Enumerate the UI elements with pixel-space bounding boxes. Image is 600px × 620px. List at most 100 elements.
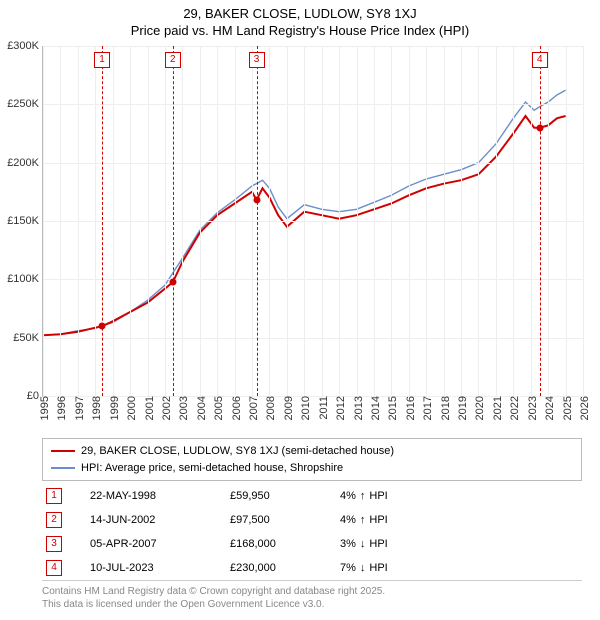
gridline-vertical (304, 46, 305, 396)
gridline-vertical (269, 46, 270, 396)
transaction-marker: 3 (249, 52, 265, 68)
footer-line-2: This data is licensed under the Open Gov… (42, 598, 582, 611)
delta-vs: HPI (369, 514, 387, 526)
transaction-dashed-line (102, 46, 103, 396)
x-axis-tick-label: 2006 (231, 396, 243, 420)
gridline-horizontal (43, 46, 583, 47)
delta-vs: HPI (369, 562, 387, 574)
gridline-vertical (182, 46, 183, 396)
gridline-vertical (513, 46, 514, 396)
chart-container: 29, BAKER CLOSE, LUDLOW, SY8 1XJ Price p… (0, 0, 600, 620)
gridline-vertical (391, 46, 392, 396)
gridline-vertical (461, 46, 462, 396)
gridline-vertical (478, 46, 479, 396)
x-axis-tick-label: 2025 (562, 396, 574, 420)
gridline-vertical (78, 46, 79, 396)
transaction-delta: 4%↑HPI (340, 514, 388, 526)
gridline-vertical (235, 46, 236, 396)
legend: 29, BAKER CLOSE, LUDLOW, SY8 1XJ (semi-d… (42, 438, 582, 481)
transaction-row: 410-JUL-2023£230,0007%↓HPI (42, 556, 582, 580)
transaction-date: 05-APR-2007 (90, 538, 230, 550)
gridline-vertical (148, 46, 149, 396)
transaction-price: £168,000 (230, 538, 340, 550)
gridline-vertical (548, 46, 549, 396)
gridline-vertical (43, 46, 44, 396)
transaction-table: 122-MAY-1998£59,9504%↑HPI214-JUN-2002£97… (42, 484, 582, 580)
gridline-vertical (566, 46, 567, 396)
transaction-index-box: 3 (46, 536, 62, 552)
transaction-index-box: 2 (46, 512, 62, 528)
x-axis-tick-label: 1995 (39, 396, 51, 420)
arrow-up-icon: ↑ (360, 490, 366, 502)
gridline-vertical (217, 46, 218, 396)
gridline-vertical (287, 46, 288, 396)
x-axis-tick-label: 2020 (474, 396, 486, 420)
delta-vs: HPI (369, 490, 387, 502)
x-axis-tick-label: 2011 (318, 396, 330, 420)
x-axis-tick-label: 2004 (196, 396, 208, 420)
x-axis-tick-label: 2024 (544, 396, 556, 420)
x-axis-tick-label: 2005 (213, 396, 225, 420)
footer: Contains HM Land Registry data © Crown c… (42, 580, 582, 611)
gridline-horizontal (43, 221, 583, 222)
x-axis-tick-label: 1999 (109, 396, 121, 420)
x-axis-tick-label: 1996 (56, 396, 68, 420)
gridline-vertical (583, 46, 584, 396)
footer-line-1: Contains HM Land Registry data © Crown c… (42, 585, 582, 598)
transaction-dashed-line (540, 46, 541, 396)
x-axis-tick-label: 2007 (248, 396, 260, 420)
transaction-dashed-line (257, 46, 258, 396)
x-axis-tick-label: 2002 (161, 396, 173, 420)
x-axis-tick-label: 2000 (126, 396, 138, 420)
x-axis-tick-label: 2009 (283, 396, 295, 420)
transaction-row: 305-APR-2007£168,0003%↓HPI (42, 532, 582, 556)
gridline-vertical (165, 46, 166, 396)
y-axis-tick-label: £150K (7, 215, 43, 227)
gridline-vertical (444, 46, 445, 396)
chart-title: 29, BAKER CLOSE, LUDLOW, SY8 1XJ Price p… (0, 0, 600, 40)
transaction-delta: 7%↓HPI (340, 562, 388, 574)
x-axis-tick-label: 2014 (370, 396, 382, 420)
x-axis-tick-label: 2016 (405, 396, 417, 420)
y-axis-tick-label: £200K (7, 157, 43, 169)
transaction-price: £230,000 (230, 562, 340, 574)
transaction-price: £59,950 (230, 490, 340, 502)
delta-percent: 4% (340, 490, 356, 502)
gridline-horizontal (43, 104, 583, 105)
gridline-vertical (130, 46, 131, 396)
arrow-up-icon: ↑ (360, 514, 366, 526)
x-axis-tick-label: 2010 (300, 396, 312, 420)
title-line-1: 29, BAKER CLOSE, LUDLOW, SY8 1XJ (0, 6, 600, 23)
transaction-marker: 2 (165, 52, 181, 68)
x-axis-tick-label: 2015 (387, 396, 399, 420)
gridline-vertical (374, 46, 375, 396)
legend-swatch-hpi (51, 467, 75, 469)
transaction-row: 122-MAY-1998£59,9504%↑HPI (42, 484, 582, 508)
x-axis-tick-label: 2022 (509, 396, 521, 420)
chart-plot-area: £0£50K£100K£150K£200K£250K£300K199519961… (42, 46, 583, 397)
transaction-date: 14-JUN-2002 (90, 514, 230, 526)
y-axis-tick-label: £50K (13, 332, 43, 344)
legend-label-hpi: HPI: Average price, semi-detached house,… (81, 460, 343, 477)
transaction-marker: 4 (532, 52, 548, 68)
x-axis-tick-label: 1998 (91, 396, 103, 420)
legend-item-hpi: HPI: Average price, semi-detached house,… (51, 460, 573, 477)
transaction-price: £97,500 (230, 514, 340, 526)
transaction-date: 10-JUL-2023 (90, 562, 230, 574)
gridline-vertical (113, 46, 114, 396)
delta-percent: 7% (340, 562, 356, 574)
y-axis-tick-label: £300K (7, 40, 43, 52)
y-axis-tick-label: £100K (7, 273, 43, 285)
x-axis-tick-label: 2019 (457, 396, 469, 420)
gridline-horizontal (43, 279, 583, 280)
legend-swatch-property (51, 450, 75, 452)
x-axis-tick-label: 2026 (579, 396, 591, 420)
gridline-vertical (200, 46, 201, 396)
delta-percent: 3% (340, 538, 356, 550)
transaction-index-box: 1 (46, 488, 62, 504)
gridline-vertical (60, 46, 61, 396)
x-axis-tick-label: 2021 (492, 396, 504, 420)
legend-item-property: 29, BAKER CLOSE, LUDLOW, SY8 1XJ (semi-d… (51, 443, 573, 460)
gridline-horizontal (43, 163, 583, 164)
gridline-vertical (426, 46, 427, 396)
